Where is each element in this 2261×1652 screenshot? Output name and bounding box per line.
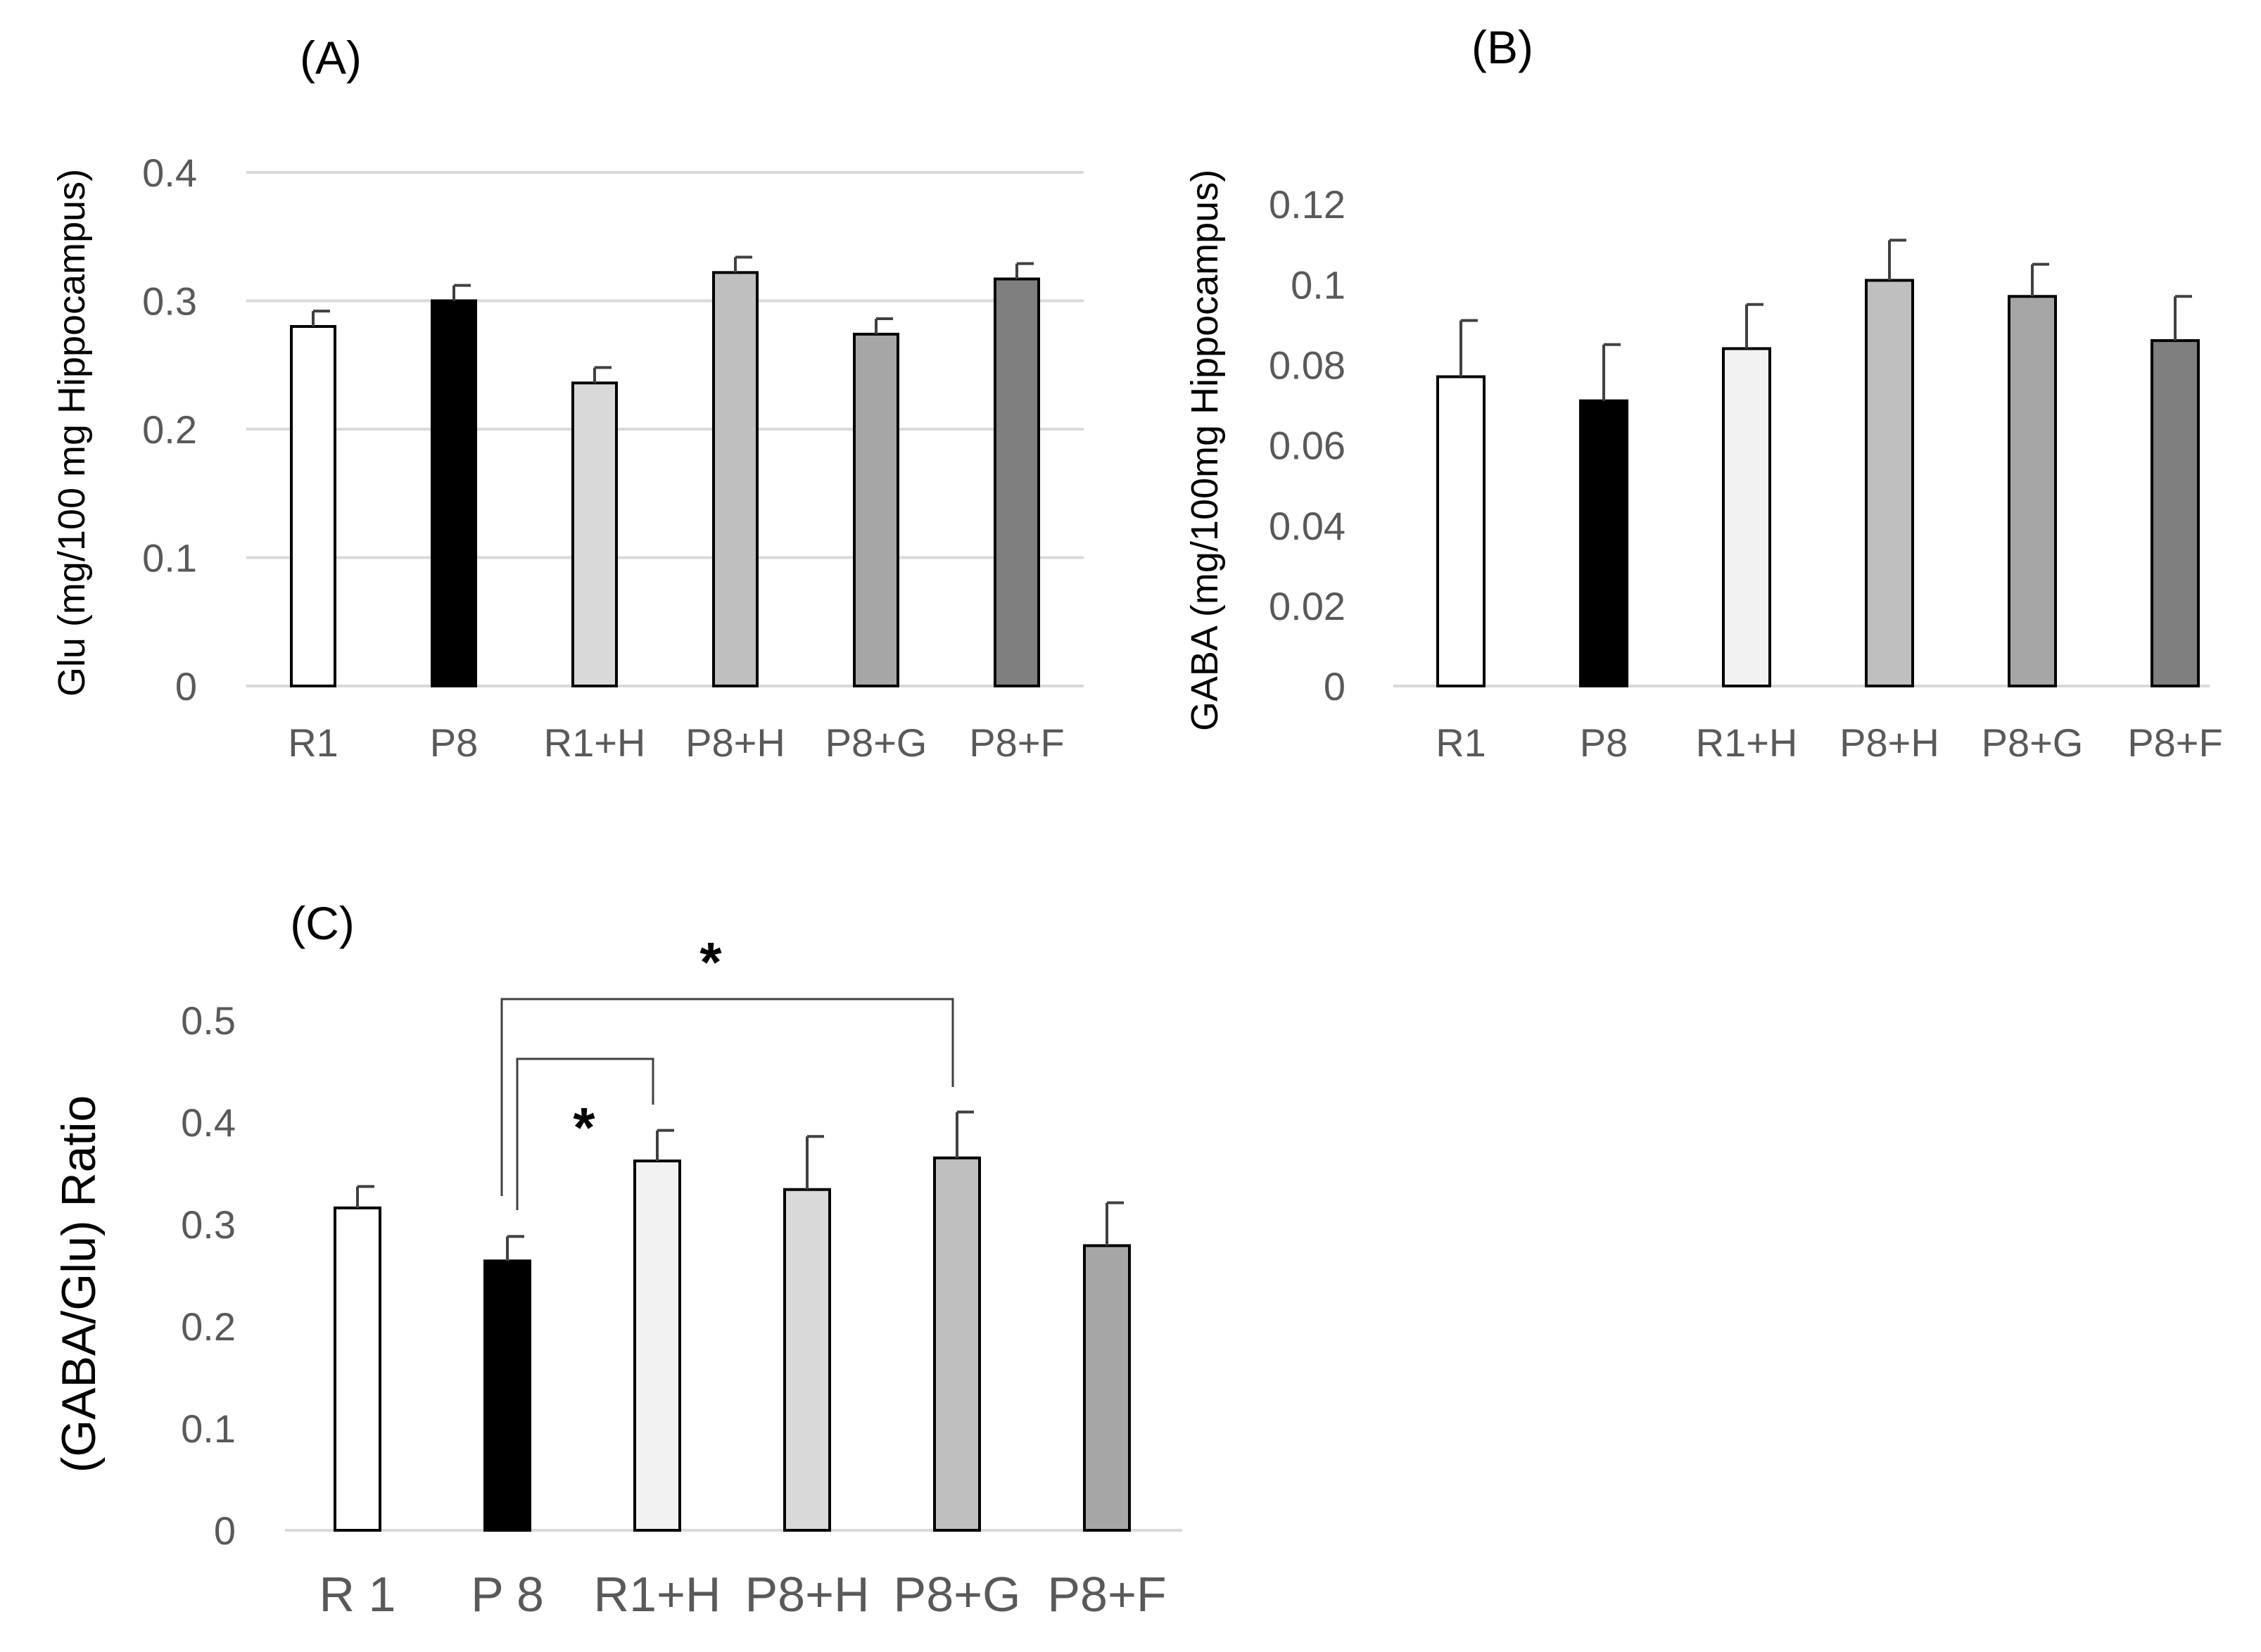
y-tick-label: 0.06 bbox=[1269, 424, 1345, 468]
chart-b: (B) GABA (mg/100mg Hippocampus) 0 0.02 0.04 0… bbox=[1184, 21, 2223, 765]
y-tick-label: 0.3 bbox=[142, 279, 197, 324]
y-tick-label: 0.1 bbox=[142, 536, 197, 580]
bar bbox=[334, 1206, 381, 1532]
x-tick-label: P8+G bbox=[894, 1567, 1021, 1622]
x-tick-label: P8 bbox=[1580, 720, 1628, 765]
panel-label-b: (B) bbox=[1471, 21, 1533, 73]
bar bbox=[1436, 375, 1486, 687]
bar bbox=[994, 277, 1040, 688]
bar bbox=[1083, 1244, 1131, 1532]
y-tick-label: 0 bbox=[214, 1508, 236, 1553]
x-tick-label: R1+H bbox=[1696, 720, 1798, 765]
x-tick-label: R1+H bbox=[544, 720, 646, 765]
x-tick-label: P8+H bbox=[1839, 720, 1939, 765]
x-tick-label: P8+F bbox=[1047, 1567, 1166, 1622]
y-tick-label: 0.4 bbox=[181, 1100, 236, 1145]
bar bbox=[431, 299, 477, 687]
bar bbox=[933, 1156, 981, 1532]
bar bbox=[290, 325, 336, 687]
bar bbox=[1722, 347, 1771, 687]
y-tick-label: 0.3 bbox=[181, 1202, 236, 1247]
panel-label-c: (C) bbox=[290, 897, 355, 949]
x-tick-label: P8+H bbox=[745, 1567, 869, 1622]
y-axis-title: Glu (mg/100 mg Hippocampus) bbox=[51, 169, 93, 697]
significance-bracket bbox=[500, 998, 954, 1196]
y-tick-label: 0.1 bbox=[1291, 262, 1345, 307]
x-tick-label: R1 bbox=[1436, 720, 1486, 765]
bar bbox=[853, 332, 899, 687]
chart-a: (A) Glu (mg/100 mg Hippocampus) 0 0.1 0.2 0.3… bbox=[51, 32, 1084, 765]
bar bbox=[1579, 399, 1628, 687]
y-tick-label: 0.4 bbox=[142, 151, 197, 195]
bar bbox=[483, 1259, 531, 1532]
y-tick-label: 0.5 bbox=[181, 998, 236, 1043]
bar bbox=[1865, 279, 1914, 688]
x-tick-label: P8+F bbox=[2127, 720, 2222, 765]
panel-label-a: (A) bbox=[300, 32, 362, 84]
y-tick-label: 0.1 bbox=[181, 1406, 236, 1451]
y-axis-title: GABA (mg/100mg Hippocampus) bbox=[1184, 170, 1226, 731]
significance-bracket bbox=[516, 1057, 654, 1210]
bar bbox=[712, 271, 759, 688]
bar bbox=[571, 381, 618, 687]
bar bbox=[633, 1159, 681, 1532]
y-tick-label: 0.12 bbox=[1269, 182, 1345, 227]
x-tick-label: P8+G bbox=[825, 720, 927, 765]
y-axis-title: (GABA/Glu) Ratio bbox=[52, 1095, 106, 1473]
x-tick-label: P8 bbox=[430, 720, 479, 765]
y-tick-label: 0.08 bbox=[1269, 343, 1345, 387]
bar bbox=[783, 1188, 831, 1532]
x-tick-label: R1+H bbox=[594, 1567, 721, 1622]
x-tick-label: P8+G bbox=[1982, 720, 2084, 765]
x-tick-label: R 1 bbox=[319, 1567, 396, 1622]
bar bbox=[2008, 295, 2057, 687]
x-tick-label: P 8 bbox=[471, 1567, 544, 1622]
y-tick-label: 0 bbox=[175, 664, 197, 709]
y-tick-label: 0.02 bbox=[1269, 584, 1345, 628]
y-tick-label: 0.2 bbox=[181, 1304, 236, 1349]
bar bbox=[2151, 339, 2200, 687]
y-tick-label: 0 bbox=[1324, 664, 1345, 709]
chart-c: (C) (GABA/Glu) Ratio 0 0.1 0.2 0.3 0.4 0.5 R 1 P … bbox=[52, 897, 1182, 1622]
significance-marker: * bbox=[573, 1096, 595, 1159]
significance-marker: * bbox=[699, 931, 722, 993]
x-tick-label: P8+F bbox=[969, 720, 1064, 765]
y-tick-label: 0.2 bbox=[142, 407, 197, 452]
x-tick-label: P8+H bbox=[685, 720, 785, 765]
y-tick-label: 0.04 bbox=[1269, 504, 1345, 548]
x-tick-label: R1 bbox=[288, 720, 338, 765]
